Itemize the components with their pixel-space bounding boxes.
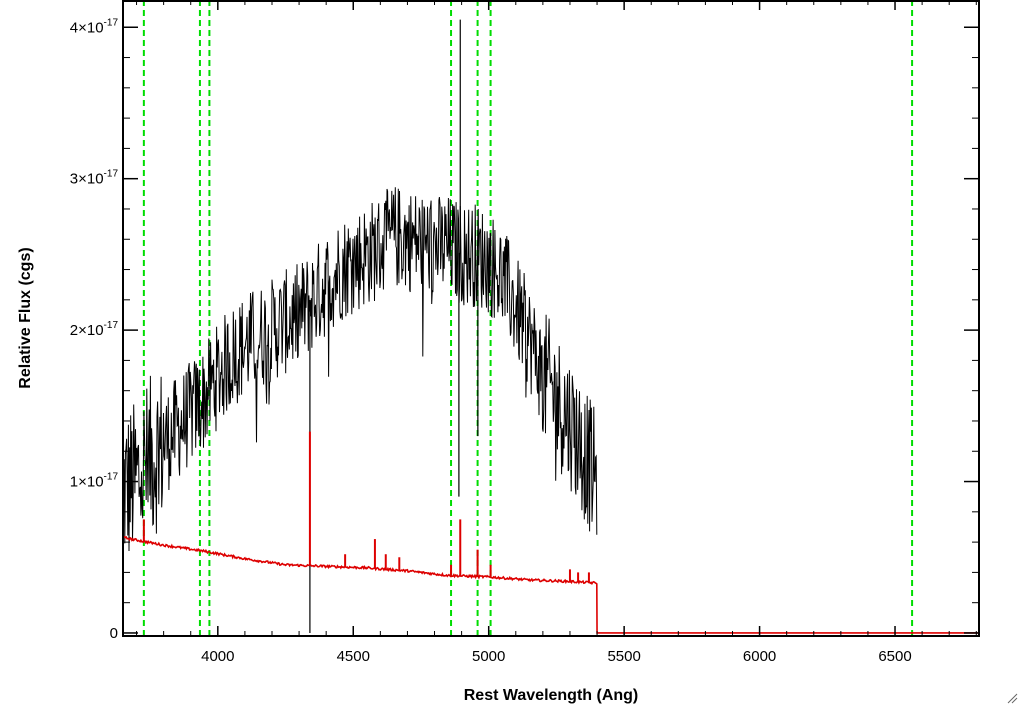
- x-tick-label-5: 6500: [878, 648, 911, 665]
- observed-spectrum-line: [123, 187, 598, 552]
- series-layer: [123, 19, 979, 634]
- y-tick-label-3: 3×10-17: [70, 169, 119, 188]
- x-tick-label-1: 4500: [337, 648, 370, 665]
- x-axis-ticks: 4000 4500 5000 5500 6000 6500: [136, 0, 977, 665]
- y-tick-label-4: 4×10-17: [70, 17, 119, 36]
- y-axis-label: Relative Flux (cgs): [17, 247, 34, 388]
- x-tick-label-3: 5500: [607, 648, 640, 665]
- model-spectrum-line: [123, 535, 979, 634]
- y-tick-label-2: 2×10-17: [70, 320, 119, 339]
- x-tick-label-2: 5000: [472, 648, 505, 665]
- x-tick-label-4: 6000: [743, 648, 776, 665]
- y-tick-label-1: 1×10-17: [70, 472, 119, 491]
- x-axis-label: Rest Wavelength (Ang): [464, 687, 639, 704]
- x-tick-label-0: 4000: [201, 648, 234, 665]
- y-tick-label-0: 0: [110, 625, 118, 642]
- plot-frame: [122, 0, 980, 637]
- resize-grip-icon[interactable]: [1006, 692, 1018, 704]
- y-axis-ticks: 0 1×10-17 2×10-17 3×10-17 4×10-17: [70, 17, 979, 642]
